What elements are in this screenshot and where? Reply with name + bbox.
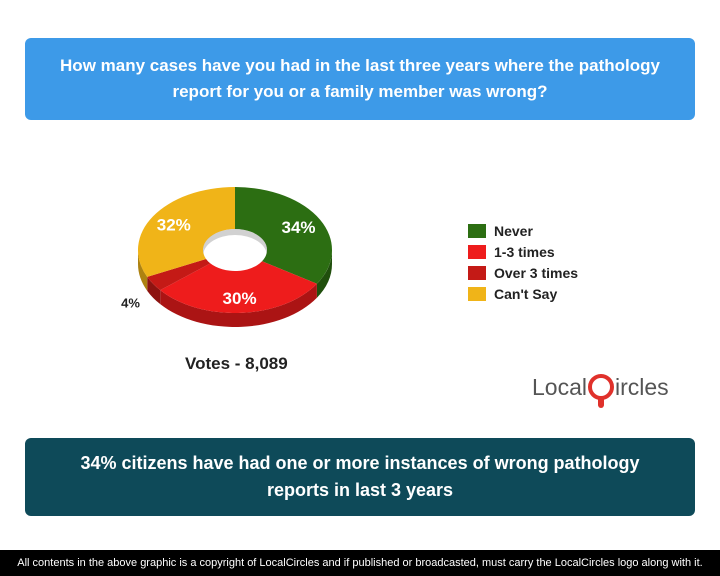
legend-label: Never [494, 222, 533, 239]
slice-never [235, 187, 332, 284]
legend-swatch [468, 244, 486, 259]
legend-label: 1-3 times [494, 243, 555, 260]
data-label-1-3-times: 30% [223, 289, 257, 308]
slice-side-1-3-times [160, 283, 317, 328]
localcircles-logo: Local ircles [532, 367, 669, 408]
data-label-can-t-say: 32% [157, 215, 191, 234]
logo-text-local: Local [532, 373, 587, 400]
donut-hole-shadow [203, 229, 267, 256]
logo-pin-icon [587, 374, 614, 408]
slice-can-t-say [137, 187, 235, 277]
legend-item-never: Never [468, 220, 578, 241]
legend-swatch [468, 265, 486, 280]
logo-text-ircles: ircles [614, 373, 669, 400]
conclusion-banner: 34% citizens have had one or more instan… [25, 438, 695, 516]
slice-side-over-3-times [147, 276, 161, 305]
legend-swatch [468, 223, 486, 238]
legend-item-over-3-times: Over 3 times [468, 262, 578, 283]
votes-count: Votes - 8,089 [185, 354, 288, 373]
copyright-footer: All contents in the above graphic is a c… [0, 550, 720, 576]
legend-label: Over 3 times [494, 264, 579, 281]
question-banner: How many cases have you had in the last … [25, 38, 695, 120]
legend-swatch [468, 286, 486, 301]
conclusion-text: 34% citizens have had one or more instan… [80, 453, 640, 500]
chart-legend: Never 1-3 times Over 3 times Can't Say [468, 220, 578, 304]
data-label-never: 34% [282, 218, 316, 237]
legend-item-cant-say: Can't Say [468, 283, 578, 304]
data-label-over-3-times: 4% [121, 295, 140, 310]
slice-1-3-times [160, 261, 317, 313]
slice-side-can-t-say [138, 250, 148, 291]
slice-over-3-times [147, 258, 211, 291]
legend-item-1-3-times: 1-3 times [468, 241, 578, 262]
question-text: How many cases have you had in the last … [60, 56, 660, 101]
slice-side-never [316, 250, 332, 298]
legend-label: Can't Say [494, 285, 558, 302]
